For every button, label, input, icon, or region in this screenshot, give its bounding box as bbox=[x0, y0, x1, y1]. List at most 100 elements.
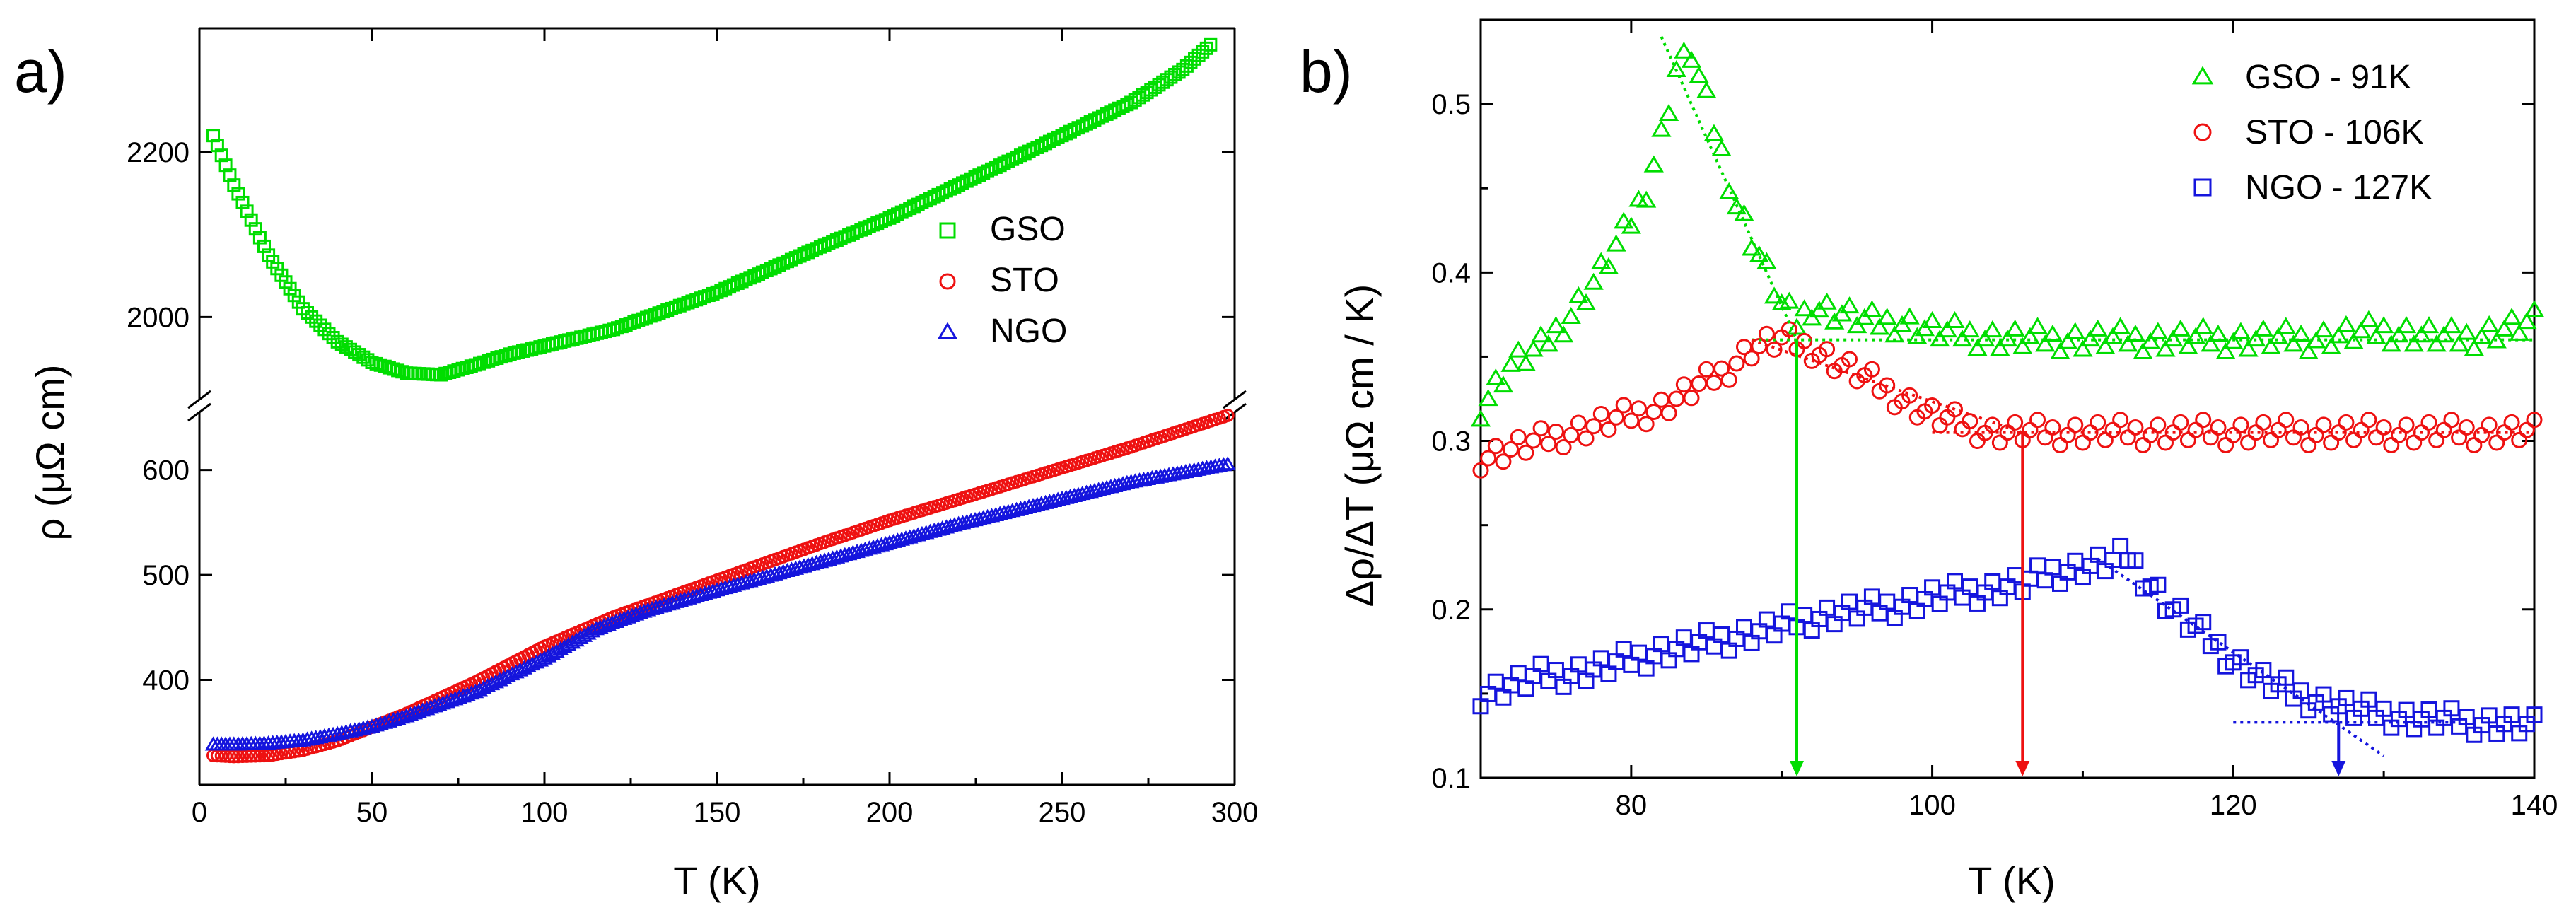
data-point-GSO - 91K bbox=[1967, 339, 1988, 356]
data-point-STO - 106K bbox=[1947, 401, 1963, 418]
a-y-tick-label-lower: 500 bbox=[142, 560, 190, 591]
data-point-GSO - 91K bbox=[1756, 252, 1777, 269]
data-point-GSO bbox=[1176, 62, 1190, 76]
data-point-NGO - 127K bbox=[2278, 669, 2295, 686]
data-point-GSO - 91K bbox=[2253, 319, 2273, 337]
data-point-GSO bbox=[710, 285, 724, 299]
data-point-GSO - 91K bbox=[2366, 327, 2386, 344]
data-point-GSO bbox=[473, 356, 486, 371]
data-point-GSO - 91K bbox=[2133, 342, 2153, 360]
data-point-GSO bbox=[486, 352, 500, 366]
data-point-STO - 106K bbox=[2390, 426, 2407, 443]
fit-line-NGO - 127K bbox=[2097, 557, 2385, 757]
data-point-GSO - 91K bbox=[2321, 337, 2341, 354]
data-point-STO - 106K bbox=[1472, 462, 1489, 479]
a-x-tick-label: 50 bbox=[356, 797, 388, 828]
data-point-STO - 106K bbox=[2360, 412, 2377, 429]
data-point-GSO bbox=[296, 302, 310, 316]
data-point-GSO - 91K bbox=[2012, 337, 2033, 354]
data-point-STO - 106K bbox=[2052, 437, 2068, 454]
data-point-STO - 106K bbox=[2526, 412, 2543, 429]
data-point-GSO - 91K bbox=[2396, 316, 2417, 334]
data-point-GSO bbox=[1030, 140, 1044, 154]
data-point-GSO - 91K bbox=[1658, 103, 1679, 121]
data-point-GSO - 91K bbox=[2178, 337, 2198, 354]
data-point-GSO bbox=[989, 160, 1003, 174]
data-point-GSO - 91K bbox=[1719, 182, 1739, 199]
data-point-NGO - 127K bbox=[2195, 614, 2212, 631]
data-point-GSO bbox=[627, 315, 641, 329]
data-point-GSO - 91K bbox=[2208, 325, 2229, 342]
legend-marker-STO - 106K bbox=[2193, 123, 2212, 141]
data-point-GSO - 91K bbox=[2155, 339, 2176, 357]
panel-a-legend: GSO STO NGO bbox=[937, 211, 1067, 350]
data-point-GSO bbox=[747, 269, 762, 283]
data-point-STO - 106K bbox=[2435, 421, 2452, 438]
data-point-GSO - 91K bbox=[2403, 334, 2424, 352]
data-point-GSO - 91K bbox=[2494, 319, 2514, 337]
data-point-GSO - 91K bbox=[2035, 334, 2056, 352]
data-point-GSO - 91K bbox=[2509, 323, 2529, 341]
data-point-GSO bbox=[793, 249, 807, 263]
data-point-STO - 106K bbox=[1743, 350, 1760, 367]
data-point-GSO - 91K bbox=[2517, 312, 2537, 330]
panel-a-label: a) bbox=[14, 38, 67, 105]
data-point-GSO - 91K bbox=[2246, 330, 2266, 347]
data-point-GSO bbox=[1179, 59, 1194, 73]
data-point-GSO - 91K bbox=[1914, 319, 1935, 337]
data-point-STO - 106K bbox=[2104, 421, 2121, 438]
data-point-GSO bbox=[313, 318, 327, 332]
data-point-GSO - 91K bbox=[1666, 60, 1686, 78]
b-x-tick-label: 100 bbox=[1908, 790, 1956, 821]
data-point-GSO - 91K bbox=[2185, 327, 2206, 344]
data-point-GSO bbox=[636, 312, 650, 326]
data-point-GSO bbox=[240, 204, 254, 218]
data-point-GSO bbox=[788, 251, 803, 265]
panel-b-y-label: Δρ/ΔT (μΩ cm / K) bbox=[1337, 284, 1382, 607]
data-point-STO - 106K bbox=[2443, 412, 2460, 429]
data-point-GSO - 91K bbox=[2275, 317, 2296, 334]
data-point-GSO bbox=[981, 164, 995, 178]
data-point-STO bbox=[244, 749, 258, 763]
data-point-GSO - 91K bbox=[1561, 307, 1581, 325]
a-break-mark bbox=[187, 402, 211, 422]
data-point-STO - 106K bbox=[2300, 437, 2317, 454]
data-point-GSO bbox=[607, 322, 621, 337]
data-point-GSO - 91K bbox=[1824, 312, 1845, 330]
data-point-STO - 106K bbox=[2112, 412, 2129, 429]
data-point-GSO - 91K bbox=[1470, 409, 1491, 427]
data-point-GSO bbox=[248, 222, 262, 236]
data-point-GSO - 91K bbox=[2501, 308, 2522, 325]
data-point-GSO bbox=[482, 354, 496, 368]
data-point-GSO - 91K bbox=[2261, 337, 2281, 354]
data-point-STO - 106K bbox=[1901, 387, 1918, 404]
data-point-GSO - 91K bbox=[1606, 234, 1626, 252]
data-point-NGO - 127K bbox=[2398, 701, 2415, 718]
legend-marker-GSO - 91K bbox=[2191, 66, 2214, 85]
data-point-GSO bbox=[231, 187, 245, 201]
data-point-STO - 106K bbox=[1713, 360, 1730, 377]
data-point-GSO bbox=[772, 258, 786, 272]
data-point-GSO - 91K bbox=[2147, 322, 2168, 339]
data-point-GSO bbox=[960, 174, 974, 188]
data-point-STO - 106K bbox=[1991, 434, 2008, 451]
a-x-tick-label: 100 bbox=[521, 797, 569, 828]
data-point-STO - 106K bbox=[1480, 450, 1497, 467]
data-point-GSO - 91K bbox=[1621, 216, 1641, 234]
data-point-STO bbox=[248, 749, 262, 763]
data-point-GSO bbox=[382, 361, 396, 375]
data-point-GSO bbox=[206, 129, 221, 143]
data-point-GSO - 91K bbox=[1674, 41, 1694, 59]
data-point-GSO - 91K bbox=[2418, 316, 2440, 334]
data-point-GSO - 91K bbox=[1486, 368, 1506, 385]
data-point-GSO - 91K bbox=[1974, 330, 1995, 347]
data-point-GSO - 91K bbox=[2042, 325, 2063, 342]
legend-label-NGO - 127K: NGO - 127K bbox=[2245, 169, 2432, 206]
data-point-GSO bbox=[391, 363, 405, 378]
a-x-tick-label: 150 bbox=[694, 797, 741, 828]
data-point-STO - 106K bbox=[2353, 421, 2370, 438]
data-point-GSO - 91K bbox=[2005, 319, 2025, 337]
data-point-GSO - 91K bbox=[1568, 286, 1589, 303]
data-point-STO - 106K bbox=[2263, 431, 2279, 448]
